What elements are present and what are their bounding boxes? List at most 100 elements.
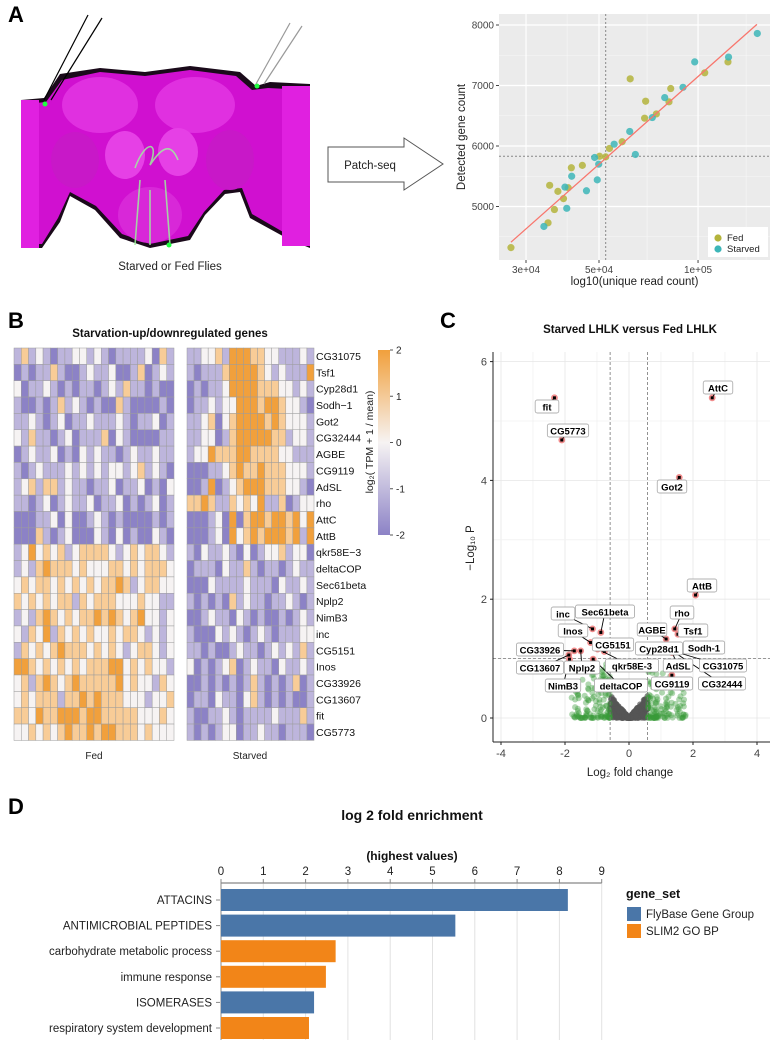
heatmap-cell xyxy=(115,593,124,610)
heatmap-cell xyxy=(144,478,153,496)
heatmap-cell xyxy=(229,462,237,480)
heatmap-cell xyxy=(299,691,308,708)
background-point-fc xyxy=(674,704,681,711)
heatmap-cell xyxy=(166,511,175,529)
heatmap-cell xyxy=(229,691,237,708)
background-point-fc xyxy=(653,714,660,721)
heatmap-cell xyxy=(264,691,272,708)
heatmap-cell xyxy=(278,674,287,692)
heatmap-cell xyxy=(93,658,102,676)
heatmap-cell xyxy=(285,642,294,659)
heatmap-cell xyxy=(264,674,272,692)
heatmap-cell xyxy=(144,527,153,545)
heatmap-cell xyxy=(229,511,237,529)
heatmap-cell xyxy=(35,396,44,414)
heatmap-cell xyxy=(264,543,272,561)
heatmap-cell xyxy=(193,396,202,414)
heatmap-cell xyxy=(93,527,102,545)
heatmap-cell xyxy=(236,576,244,594)
background-point-fc xyxy=(568,694,575,701)
background-point-fc xyxy=(645,714,652,721)
heatmap-cell xyxy=(186,625,195,643)
heatmap-cell xyxy=(214,674,223,692)
heatmap-cell xyxy=(257,642,265,659)
background-point-fc xyxy=(681,696,688,703)
category-label: ANTIMICROBIAL PEPTIDES xyxy=(63,921,212,933)
point-marker xyxy=(591,627,595,631)
heatmap-cell xyxy=(200,445,209,463)
heatmap-cell xyxy=(186,723,195,741)
gene-label: Sodh−1 xyxy=(316,400,353,412)
heatmap-cell xyxy=(229,380,237,398)
heatmap-cell xyxy=(137,560,146,578)
heatmap-cell xyxy=(243,642,251,659)
heatmap-cell xyxy=(137,576,146,594)
gene-label-box xyxy=(515,660,564,675)
heatmap-cell xyxy=(93,609,102,627)
heatmap-cell xyxy=(159,576,167,594)
heatmap-cell xyxy=(64,413,73,430)
heatmap-cell xyxy=(264,511,272,529)
heatmap-cell xyxy=(101,396,109,414)
heatmap-cell xyxy=(243,543,251,561)
heatmap-cell xyxy=(278,658,287,676)
background-point-fc xyxy=(652,700,659,707)
heatmap-cell xyxy=(243,364,251,381)
heatmap-cell xyxy=(122,413,131,430)
heatmap-cell xyxy=(186,674,195,692)
heatmap-cell xyxy=(42,462,51,480)
background-point-fc xyxy=(662,700,669,707)
heatmap-cell xyxy=(236,445,244,463)
heatmap-cell xyxy=(299,560,308,578)
heatmap-cell xyxy=(151,396,160,414)
arrow-icon xyxy=(327,137,444,191)
background-point-fc xyxy=(583,710,590,717)
heatmap-cell xyxy=(93,642,102,659)
heatmap-cell xyxy=(271,429,279,447)
gene-label: inc xyxy=(316,629,329,641)
gene-label-box xyxy=(546,423,590,438)
bar xyxy=(221,1017,309,1039)
heatmap-cell xyxy=(108,625,117,643)
heatmap-cell xyxy=(50,609,58,627)
background-point-fc xyxy=(604,714,611,721)
heatmap-cell xyxy=(151,364,160,381)
heatmap-cell xyxy=(299,723,308,741)
background-point-fc xyxy=(598,706,605,713)
heatmap-cell xyxy=(166,658,175,676)
heatmap-cell xyxy=(144,560,153,578)
background-point-ns xyxy=(624,714,631,721)
group-label-fed: Fed xyxy=(85,751,102,762)
heatmap-cell xyxy=(243,723,251,741)
heatmap-cell xyxy=(200,347,209,365)
x-tick-label: -4 xyxy=(496,748,506,760)
gene-label: AttB xyxy=(692,582,712,593)
heatmap-cell xyxy=(35,674,44,692)
y-axis-label: −Log₁₀ P xyxy=(465,525,477,571)
heatmap-cell xyxy=(144,723,153,741)
heatmap-cell xyxy=(292,642,301,659)
heatmap-cell xyxy=(144,691,153,708)
heatmap-cell xyxy=(257,658,265,676)
heatmap-cell xyxy=(86,462,95,480)
gene-label: CG5773 xyxy=(316,727,355,739)
heatmap-cell xyxy=(236,707,244,725)
background-point-fc xyxy=(573,712,580,719)
heatmap-cell xyxy=(21,576,29,594)
heatmap-cell xyxy=(278,642,287,659)
heatmap-cell xyxy=(130,511,138,529)
heatmap-cell xyxy=(292,576,301,594)
heatmap-cell xyxy=(278,380,287,398)
heatmap-cell xyxy=(299,429,308,447)
heatmap-cell xyxy=(71,380,80,398)
legend-label: FlyBase Gene Group xyxy=(646,909,754,921)
heatmap-cell xyxy=(50,429,58,447)
gene-label: CG13607 xyxy=(316,694,361,706)
bar xyxy=(221,889,568,911)
gene-label: rho xyxy=(674,609,690,620)
heatmap-cell xyxy=(299,380,308,398)
y-axis-label: Detected gene count xyxy=(456,83,468,190)
heatmap-cell xyxy=(193,494,202,512)
heatmap-cell xyxy=(229,364,237,381)
gene-label: Got2 xyxy=(316,416,339,428)
